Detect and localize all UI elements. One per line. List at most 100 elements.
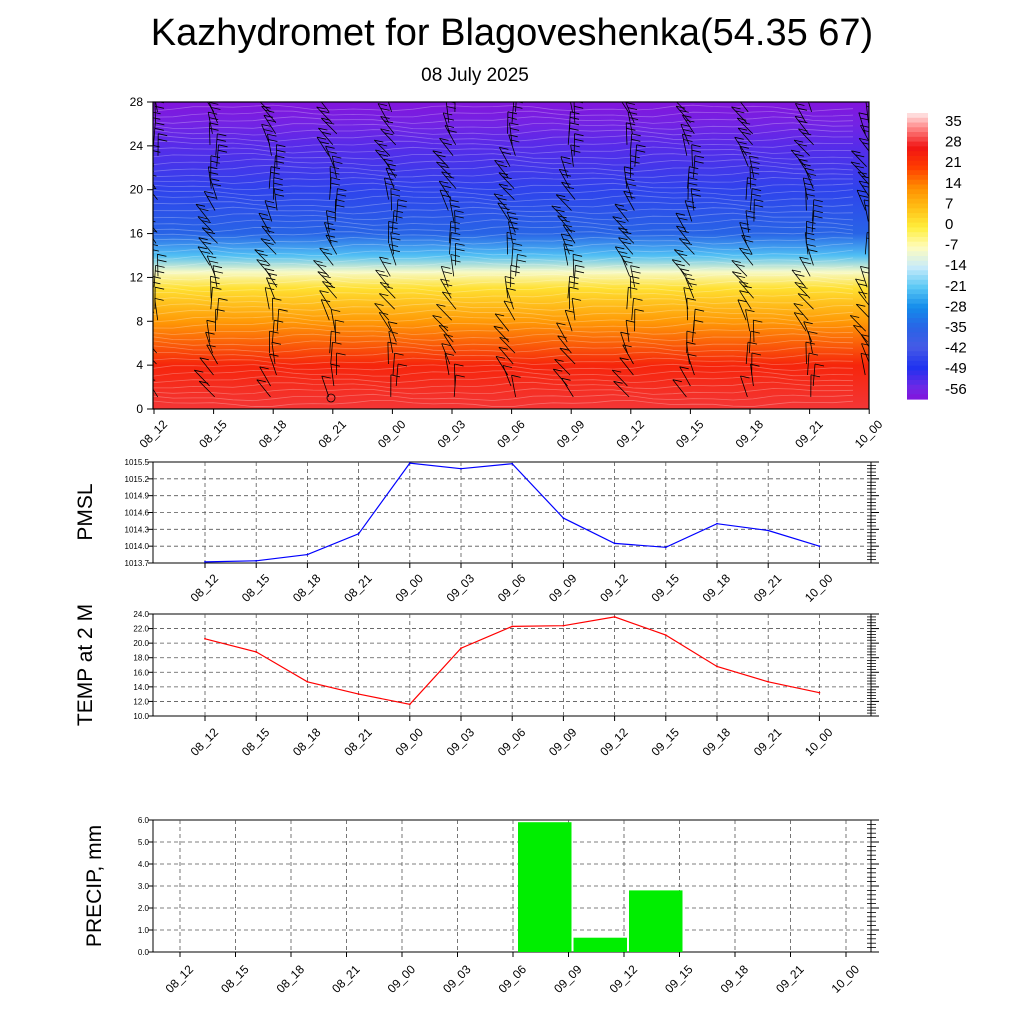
wind-barb-flag <box>455 243 465 246</box>
colorbar-label: -14 <box>945 257 967 274</box>
wind-barb-flag <box>318 127 328 131</box>
wind-barb-flag <box>493 193 504 197</box>
pmsl-ytick-label: 1014.0 <box>125 542 150 551</box>
pmsl-x-label-09_21: 09_21 <box>751 571 785 605</box>
wind-barb-staff <box>618 237 634 255</box>
colorbar-cell <box>907 303 928 310</box>
wind-barb-flag <box>741 131 751 135</box>
wind-barb-flag <box>497 197 507 201</box>
wind-barb-flag <box>803 321 813 325</box>
wind-barb-flag <box>455 95 464 97</box>
wind-barb-staff <box>860 334 869 348</box>
wind-barb-flag <box>388 321 398 325</box>
wind-barb-staff <box>506 211 516 233</box>
wind-barb-flag <box>153 90 162 92</box>
xs-ytick-label: 0 <box>136 402 143 416</box>
wind-barb-flag <box>735 110 745 114</box>
wind-barb-staff <box>206 344 218 365</box>
wind-barb-staff <box>201 227 218 244</box>
colorbar-cell <box>907 241 928 248</box>
wind-barb-flag <box>513 243 523 246</box>
contour-line <box>153 249 854 257</box>
wind-barb-staff <box>261 225 276 244</box>
wind-barb-staff <box>861 343 869 364</box>
pmsl-x-label-10_00: 10_00 <box>802 571 836 605</box>
temp-ytick-label: 16.0 <box>133 668 149 677</box>
wind-barb-flag <box>209 102 219 105</box>
xs-x-label-09_09: 09_09 <box>554 417 588 451</box>
wind-barb-staff <box>625 178 633 200</box>
wind-barb-staff <box>551 205 568 222</box>
wind-barb-staff <box>849 315 866 332</box>
wind-barb-staff <box>320 102 330 113</box>
wind-barb-staff <box>675 102 687 113</box>
xs-x-label-10_00: 10_00 <box>852 417 886 451</box>
wind-barb-flag <box>794 139 804 143</box>
wind-barb-flag <box>624 166 634 170</box>
wind-barb-flag <box>628 286 638 290</box>
contour-line <box>153 303 854 311</box>
wind-barb-staff <box>335 188 338 211</box>
temp-x-label-09_00: 09_00 <box>392 725 426 759</box>
wind-barb-flag <box>560 156 570 160</box>
wind-barb-flag <box>568 90 577 92</box>
wind-barb-flag <box>441 266 451 269</box>
xs-x-label-09_21: 09_21 <box>792 417 826 451</box>
wind-barb-flag <box>394 352 404 356</box>
wind-barb-staff <box>498 347 514 365</box>
wind-barb-flag <box>860 125 869 128</box>
precip-x-label-08_21: 08_21 <box>329 962 363 996</box>
wind-barb-staff <box>379 256 391 277</box>
wind-barb-flag <box>264 200 275 203</box>
wind-barb-staff <box>509 122 513 145</box>
wind-barb-flag <box>565 309 575 313</box>
wind-barb-flag <box>674 249 684 253</box>
wind-barb-flag <box>449 199 459 203</box>
wind-barb-staff <box>678 238 695 255</box>
wind-barb-flag <box>325 285 336 289</box>
wind-barb-flag <box>855 154 865 158</box>
wind-barb-staff <box>625 320 630 343</box>
wind-barb-staff <box>493 193 509 211</box>
precip-ytick-label: 6.0 <box>138 816 150 825</box>
wind-barb-flag <box>813 215 823 219</box>
wind-barb-staff <box>256 379 271 398</box>
wind-barb-flag <box>862 142 869 145</box>
wind-barb-staff <box>449 199 455 222</box>
precip-ylabel: PRECIP, mm <box>83 825 106 947</box>
wind-barb-staff <box>329 166 332 189</box>
wind-barb-flag <box>570 144 580 148</box>
wind-barb-staff <box>750 364 754 387</box>
wind-barb-staff <box>568 111 571 134</box>
wind-barb-flag <box>432 315 442 318</box>
wind-barb-flag <box>630 155 640 159</box>
wind-barb-staff <box>212 265 218 288</box>
wind-barb-flag <box>213 270 224 274</box>
wind-barb-flag <box>869 364 878 366</box>
pmsl-x-label-09_00: 09_00 <box>392 571 426 605</box>
wind-barb-flag <box>450 204 460 208</box>
wind-barb-flag <box>374 303 384 306</box>
wind-barb-flag <box>749 155 759 159</box>
wind-barb-flag <box>574 133 584 137</box>
wind-barb-staff <box>515 102 517 112</box>
wind-barb-flag <box>265 287 275 290</box>
precip-ytick-label: 3.0 <box>138 882 150 891</box>
wind-barb-flag <box>672 259 682 263</box>
wind-barb-flag <box>569 122 580 126</box>
wind-barb-staff <box>684 200 693 222</box>
wind-barb-flag <box>855 278 865 282</box>
temp-x-label-09_03: 09_03 <box>444 725 478 759</box>
wind-barb-flag <box>731 106 741 110</box>
wind-barb-flag <box>500 207 510 210</box>
wind-barb-flag <box>455 374 465 378</box>
contour-line <box>153 375 854 384</box>
wind-barb-flag <box>380 116 390 119</box>
wind-barb-flag <box>379 256 389 260</box>
wind-barb-flag <box>797 293 808 296</box>
wind-barb-flag <box>210 281 220 285</box>
wind-barb-flag <box>630 281 640 285</box>
wind-barb-staff <box>856 190 866 211</box>
wind-barb-flag <box>454 215 464 219</box>
wind-barb-flag <box>263 129 273 132</box>
